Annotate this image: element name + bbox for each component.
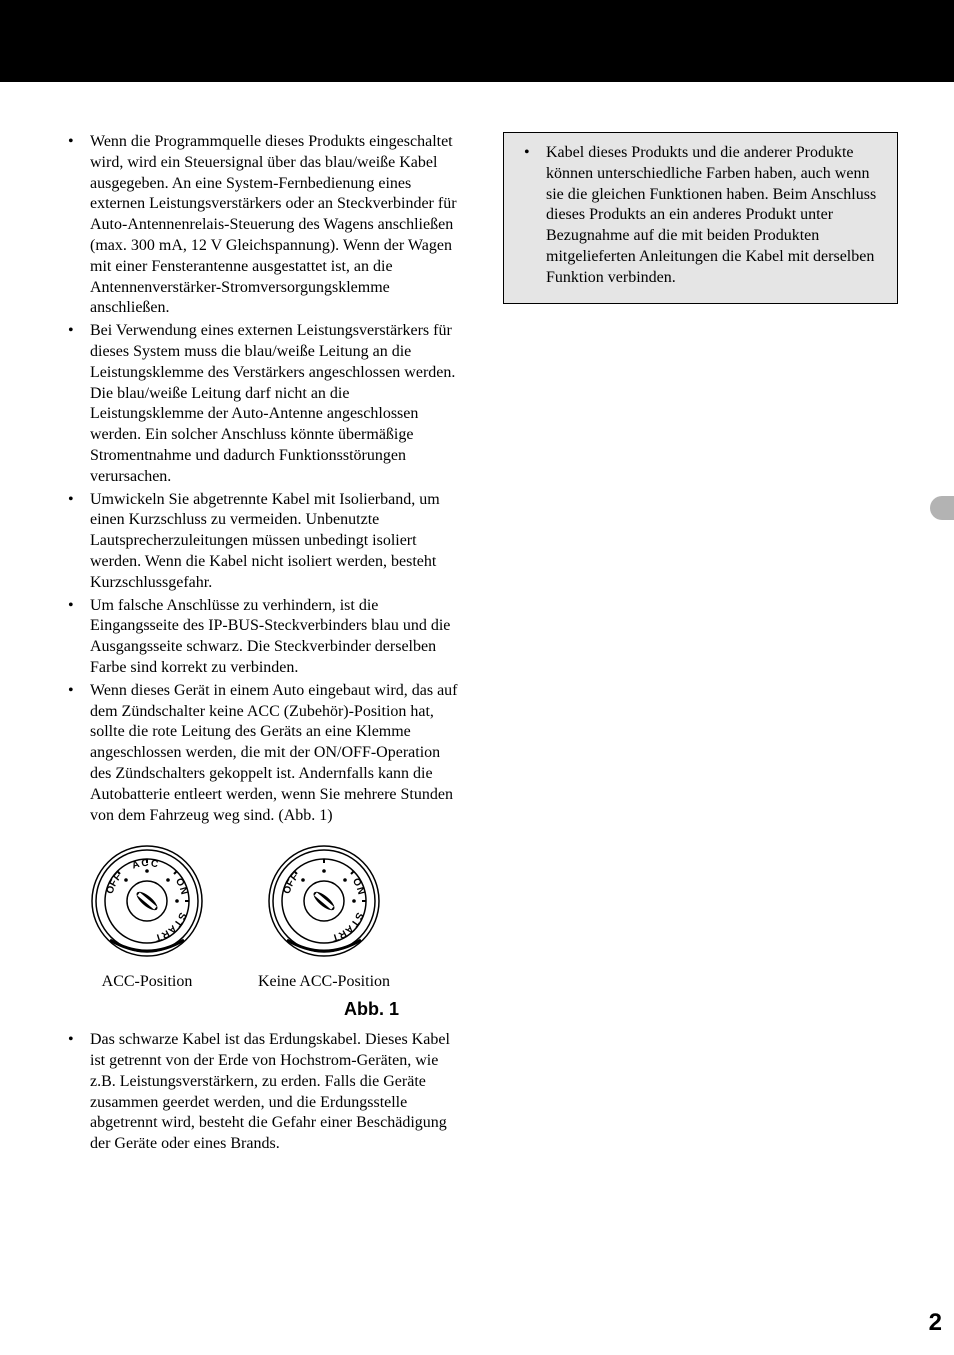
left-column: Wenn die Programmquelle dieses Produkts …: [58, 132, 463, 1157]
note-list: Kabel dieses Produkts und die anderer Pr…: [516, 143, 885, 289]
header-bar: [0, 0, 954, 82]
list-item: Das schwarze Kabel ist das Erdungskabel.…: [58, 1030, 463, 1155]
dial-row: O F F A C C O N S T A R T: [90, 844, 463, 991]
dial-no-acc: O F F O N S T A R T Keine ACC-P: [258, 844, 390, 991]
list-item: Kabel dieses Produkts und die anderer Pr…: [516, 143, 885, 289]
list-item: Um falsche Anschlüsse zu verhindern, ist…: [58, 596, 463, 679]
page-number: 2: [929, 1309, 942, 1337]
ignition-dial-no-acc-icon: O F F O N S T A R T: [267, 844, 381, 958]
side-tab: [930, 496, 954, 520]
list-item: Umwickeln Sie abgetrennte Kabel mit Isol…: [58, 490, 463, 594]
dial-label-no-acc: Keine ACC-Position: [258, 973, 390, 991]
bullet-list-after: Das schwarze Kabel ist das Erdungskabel.…: [58, 1030, 463, 1155]
bullet-list-before: Wenn die Programmquelle dieses Produkts …: [58, 132, 463, 826]
ignition-dial-acc-icon: O F F A C C O N S T A R T: [90, 844, 204, 958]
list-item: Wenn die Programmquelle dieses Produkts …: [58, 132, 463, 319]
list-item: Bei Verwendung eines externen Leistungsv…: [58, 321, 463, 487]
figure-caption: Abb. 1: [58, 999, 463, 1020]
dial-acc: O F F A C C O N S T A R T: [90, 844, 204, 991]
right-column: Kabel dieses Produkts und die anderer Pr…: [483, 132, 898, 1157]
dial-label-acc: ACC-Position: [90, 973, 204, 991]
note-box: Kabel dieses Produkts und die anderer Pr…: [503, 132, 898, 304]
list-item: Wenn dieses Gerät in einem Auto eingebau…: [58, 681, 463, 827]
main-content: Wenn die Programmquelle dieses Produkts …: [0, 82, 954, 1157]
